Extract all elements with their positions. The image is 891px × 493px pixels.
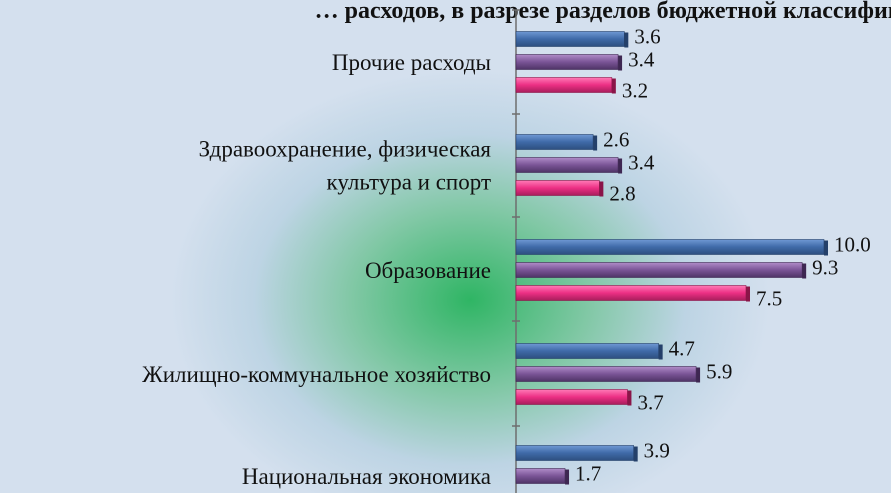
category-label: культура и спорт	[327, 170, 491, 195]
bar-depth	[611, 78, 616, 94]
bar	[515, 54, 619, 70]
category-label: Национальная экономика	[242, 464, 491, 489]
data-label: 3.6	[634, 25, 660, 49]
bar-depth	[599, 181, 604, 197]
bar	[515, 285, 747, 301]
data-label: 5.9	[706, 360, 732, 384]
bar	[515, 157, 619, 173]
data-label: 9.3	[812, 256, 838, 280]
bar	[515, 468, 566, 484]
bar	[515, 77, 613, 93]
bar-depth	[633, 446, 638, 462]
bar	[515, 389, 628, 405]
bar-depth	[824, 240, 828, 256]
bar	[515, 180, 600, 196]
category-label: Здравоохранение, физическая	[199, 137, 492, 162]
bar-depth	[746, 286, 750, 302]
category-label: Жилищно-коммунальное хозяйство	[142, 362, 491, 387]
chart-title: … расходов, в разрезе разделов бюджетной…	[315, 0, 891, 24]
bar-depth	[618, 158, 623, 174]
bar	[515, 343, 659, 359]
data-label: 3.2	[622, 79, 648, 103]
bar-depth	[802, 263, 807, 279]
data-label: 1.7	[575, 462, 601, 486]
data-label: 3.4	[628, 48, 655, 72]
bar-depth	[593, 135, 598, 151]
data-label: 4.7	[669, 337, 695, 361]
data-label: 3.9	[644, 439, 670, 463]
bar-depth	[565, 469, 570, 485]
bar-depth	[658, 344, 663, 360]
bar-depth	[624, 32, 629, 48]
bar-depth	[627, 390, 632, 406]
data-label: 2.6	[603, 128, 629, 152]
data-label: 3.7	[637, 391, 663, 415]
bar	[515, 134, 594, 150]
category-label: Прочие расходы	[332, 50, 491, 75]
bar-depth	[618, 55, 623, 71]
data-label: 7.5	[756, 287, 782, 311]
bar	[515, 366, 697, 382]
bar-depth	[696, 367, 701, 383]
bar	[515, 262, 803, 278]
data-label: 10.0	[834, 233, 871, 257]
bar	[515, 239, 825, 255]
data-label: 2.8	[609, 182, 635, 206]
bar	[515, 31, 625, 47]
bar	[515, 445, 634, 461]
data-label: 3.4	[628, 151, 655, 175]
category-label: Образование	[365, 258, 491, 283]
